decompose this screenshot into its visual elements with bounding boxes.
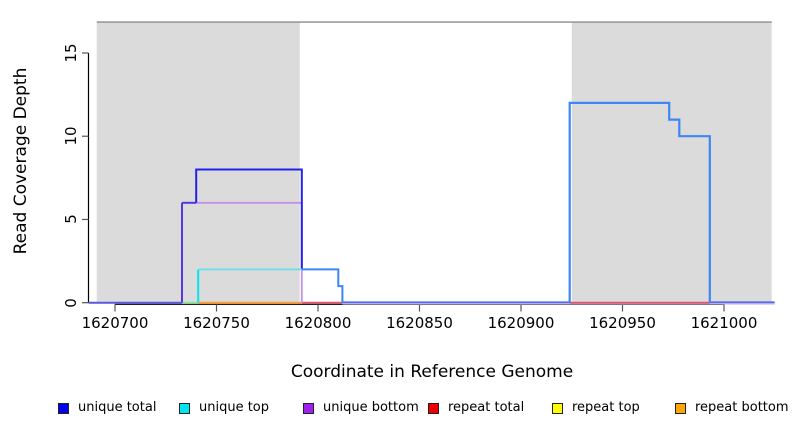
- legend-item-repeat-total: repeat total: [428, 400, 524, 416]
- coverage-stroke-unique-total-blue: [195, 168, 303, 270]
- legend-item-repeat-bottom: repeat bottom: [675, 400, 789, 416]
- legend-item-label: unique total: [78, 400, 157, 415]
- coverage-stroke-right-hump-blend: [568, 101, 711, 303]
- legend-item-label: repeat top: [572, 400, 640, 415]
- x-tick-label: 1620900: [487, 314, 555, 332]
- shaded-region: [96, 22, 300, 303]
- legend-swatch: [179, 402, 190, 414]
- x-tick-label: 1620750: [183, 314, 250, 332]
- legend-item-label: repeat total: [448, 400, 525, 415]
- coverage-stroke-total-top-blend-step: [301, 268, 344, 303]
- x-tick-label: 1620950: [589, 314, 656, 332]
- legend-swatch: [303, 402, 314, 414]
- x-tick-label: 1621000: [690, 314, 758, 332]
- legend-swatch: [428, 402, 439, 414]
- legend-item-unique-bottom: unique bottom: [303, 400, 419, 416]
- legend-item-label: unique bottom: [323, 400, 419, 415]
- y-tick-label: 0: [62, 297, 80, 308]
- legend-item-repeat-top: repeat top: [552, 400, 640, 416]
- legend-swatch: [675, 402, 686, 414]
- legend-item-label: unique top: [199, 400, 270, 415]
- y-tick-label: 10: [62, 126, 80, 146]
- y-tick-label: 15: [62, 43, 80, 63]
- legend-swatch: [58, 402, 69, 414]
- legend-item-unique-total: unique total: [58, 400, 156, 416]
- legend-swatch: [552, 402, 563, 414]
- x-axis-title: Coordinate in Reference Genome: [290, 362, 574, 382]
- x-tick-label: 1620700: [81, 314, 149, 332]
- y-axis-title: Read Coverage Depth: [11, 67, 31, 255]
- shaded-region: [571, 22, 772, 303]
- legend-item-label: repeat bottom: [695, 400, 789, 415]
- legend-item-unique-top: unique top: [179, 400, 269, 416]
- y-tick-label: 5: [62, 214, 80, 225]
- x-tick-label: 1620850: [386, 314, 453, 332]
- x-tick-label: 1620800: [284, 314, 352, 332]
